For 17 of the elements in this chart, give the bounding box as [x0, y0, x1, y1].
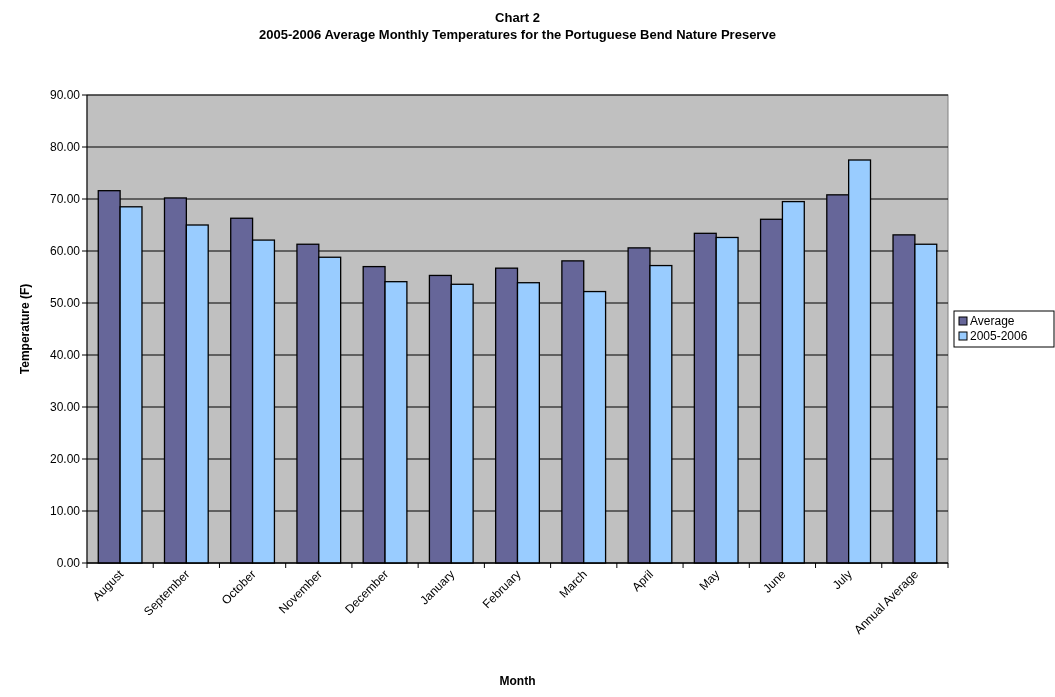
y-tick-label: 40.00	[49, 348, 81, 363]
y-tick-label: 50.00	[49, 296, 81, 311]
y-tick-label: 80.00	[49, 140, 81, 155]
legend-label: 2005-2006	[970, 329, 1028, 343]
y-tick-label: 70.00	[49, 192, 81, 207]
x-axis-title: Month	[499, 674, 536, 688]
y-tick-label: 60.00	[49, 244, 81, 259]
y-tick-label: 0.00	[56, 556, 81, 571]
y-tick-label: 10.00	[49, 504, 81, 519]
y-tick-label: 30.00	[49, 400, 81, 415]
x-tick-label: May	[696, 567, 723, 594]
y-tick-label: 90.00	[49, 88, 81, 103]
x-tick-label: July	[829, 567, 855, 593]
legend-label: Average	[970, 314, 1015, 328]
y-axis-title: Temperature (F)	[18, 283, 32, 375]
chart-title: Chart 2 2005-2006 Average Monthly Temperatures for the Portuguese Bend Nature Preserve	[259, 10, 776, 42]
y-tick-label: 20.00	[49, 452, 81, 467]
